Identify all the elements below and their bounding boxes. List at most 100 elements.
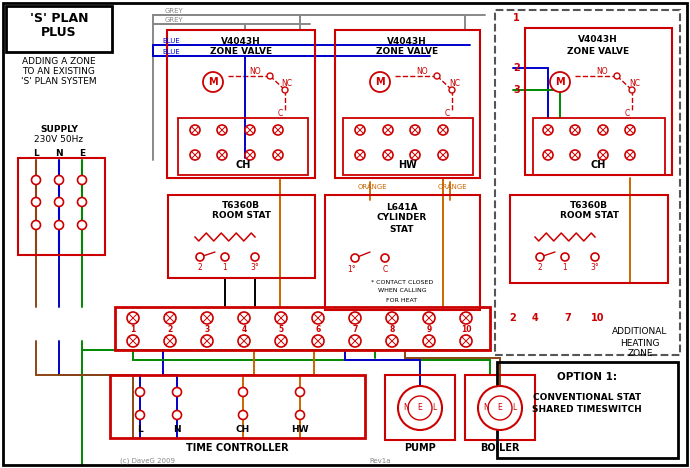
Circle shape	[561, 253, 569, 261]
Circle shape	[460, 312, 472, 324]
Circle shape	[217, 150, 227, 160]
Text: 8: 8	[389, 326, 395, 335]
Circle shape	[201, 312, 213, 324]
Text: GREY: GREY	[165, 8, 184, 14]
Text: TIME CONTROLLER: TIME CONTROLLER	[186, 443, 288, 453]
Circle shape	[221, 253, 229, 261]
Circle shape	[77, 197, 86, 206]
Text: HW: HW	[399, 160, 417, 170]
Text: 5: 5	[279, 326, 284, 335]
Text: 2: 2	[510, 313, 516, 323]
Circle shape	[217, 125, 227, 135]
Text: CH: CH	[235, 160, 250, 170]
Text: SHARED TIMESWITCH: SHARED TIMESWITCH	[532, 405, 642, 415]
Text: V4043H: V4043H	[578, 36, 618, 44]
Circle shape	[135, 388, 144, 396]
Circle shape	[355, 125, 365, 135]
Text: PUMP: PUMP	[404, 443, 436, 453]
Circle shape	[629, 87, 635, 93]
Text: C: C	[624, 110, 629, 118]
Circle shape	[267, 73, 273, 79]
Text: N: N	[173, 425, 181, 434]
Circle shape	[77, 220, 86, 229]
Text: 10: 10	[461, 326, 471, 335]
Text: ADDING A ZONE: ADDING A ZONE	[22, 58, 96, 66]
Text: V4043H: V4043H	[221, 37, 261, 45]
Circle shape	[543, 150, 553, 160]
Circle shape	[312, 335, 324, 347]
Circle shape	[598, 125, 608, 135]
Text: OPTION 1:: OPTION 1:	[557, 372, 617, 382]
Circle shape	[449, 87, 455, 93]
Text: V4043H: V4043H	[387, 37, 427, 45]
Bar	[495, 10, 680, 355]
Bar	[525, 28, 672, 175]
Text: SUPPLY: SUPPLY	[40, 125, 78, 134]
Text: 3°: 3°	[250, 263, 259, 271]
Text: N: N	[483, 403, 489, 412]
Text: GREY: GREY	[165, 17, 184, 23]
Text: TO AN EXISTING: TO AN EXISTING	[23, 67, 95, 76]
Text: C: C	[277, 110, 283, 118]
Circle shape	[77, 176, 86, 184]
Circle shape	[625, 150, 635, 160]
Text: C: C	[444, 110, 450, 118]
Bar	[18, 158, 105, 255]
Circle shape	[570, 150, 580, 160]
Circle shape	[203, 72, 223, 92]
Text: C: C	[382, 264, 388, 273]
Bar	[167, 30, 315, 178]
Text: ADDITIONAL: ADDITIONAL	[612, 328, 668, 336]
Text: 6: 6	[315, 326, 321, 335]
Text: CONVENTIONAL STAT: CONVENTIONAL STAT	[533, 393, 641, 402]
Circle shape	[295, 388, 304, 396]
Circle shape	[408, 396, 432, 420]
Text: ZONE VALVE: ZONE VALVE	[376, 46, 438, 56]
Text: HW: HW	[291, 425, 308, 434]
Text: ROOM STAT: ROOM STAT	[212, 212, 270, 220]
Circle shape	[536, 253, 544, 261]
Bar	[110, 375, 365, 438]
Circle shape	[135, 410, 144, 419]
Text: ZONE: ZONE	[627, 350, 653, 358]
Circle shape	[275, 335, 287, 347]
Text: NC: NC	[282, 79, 293, 88]
Text: 7: 7	[564, 313, 571, 323]
Text: L: L	[512, 403, 516, 412]
Circle shape	[201, 335, 213, 347]
Text: 1: 1	[130, 326, 136, 335]
Text: 1: 1	[562, 263, 567, 271]
Circle shape	[172, 410, 181, 419]
Circle shape	[570, 125, 580, 135]
Bar	[168, 195, 315, 278]
Circle shape	[383, 125, 393, 135]
Circle shape	[273, 125, 283, 135]
Bar	[510, 195, 668, 283]
Circle shape	[251, 253, 259, 261]
Circle shape	[273, 150, 283, 160]
Text: (c) DaveG 2009: (c) DaveG 2009	[120, 458, 175, 464]
Text: 4: 4	[531, 313, 538, 323]
Text: ROOM STAT: ROOM STAT	[560, 212, 618, 220]
Bar	[335, 30, 480, 178]
Text: E: E	[417, 403, 422, 412]
Circle shape	[355, 150, 365, 160]
Text: 10: 10	[591, 313, 604, 323]
Text: CH: CH	[236, 425, 250, 434]
Text: NC: NC	[449, 79, 460, 88]
Text: 3°: 3°	[591, 263, 600, 271]
Circle shape	[32, 197, 41, 206]
Bar	[6, 6, 112, 52]
Text: HEATING: HEATING	[620, 338, 660, 348]
Circle shape	[32, 220, 41, 229]
Text: N: N	[403, 403, 409, 412]
Text: PLUS: PLUS	[41, 27, 77, 39]
Circle shape	[478, 386, 522, 430]
Circle shape	[423, 312, 435, 324]
Circle shape	[245, 150, 255, 160]
Text: 'S' PLAN SYSTEM: 'S' PLAN SYSTEM	[21, 78, 97, 87]
Bar	[325, 195, 480, 310]
Circle shape	[591, 253, 599, 261]
Text: NO: NO	[596, 66, 608, 75]
Circle shape	[349, 312, 361, 324]
